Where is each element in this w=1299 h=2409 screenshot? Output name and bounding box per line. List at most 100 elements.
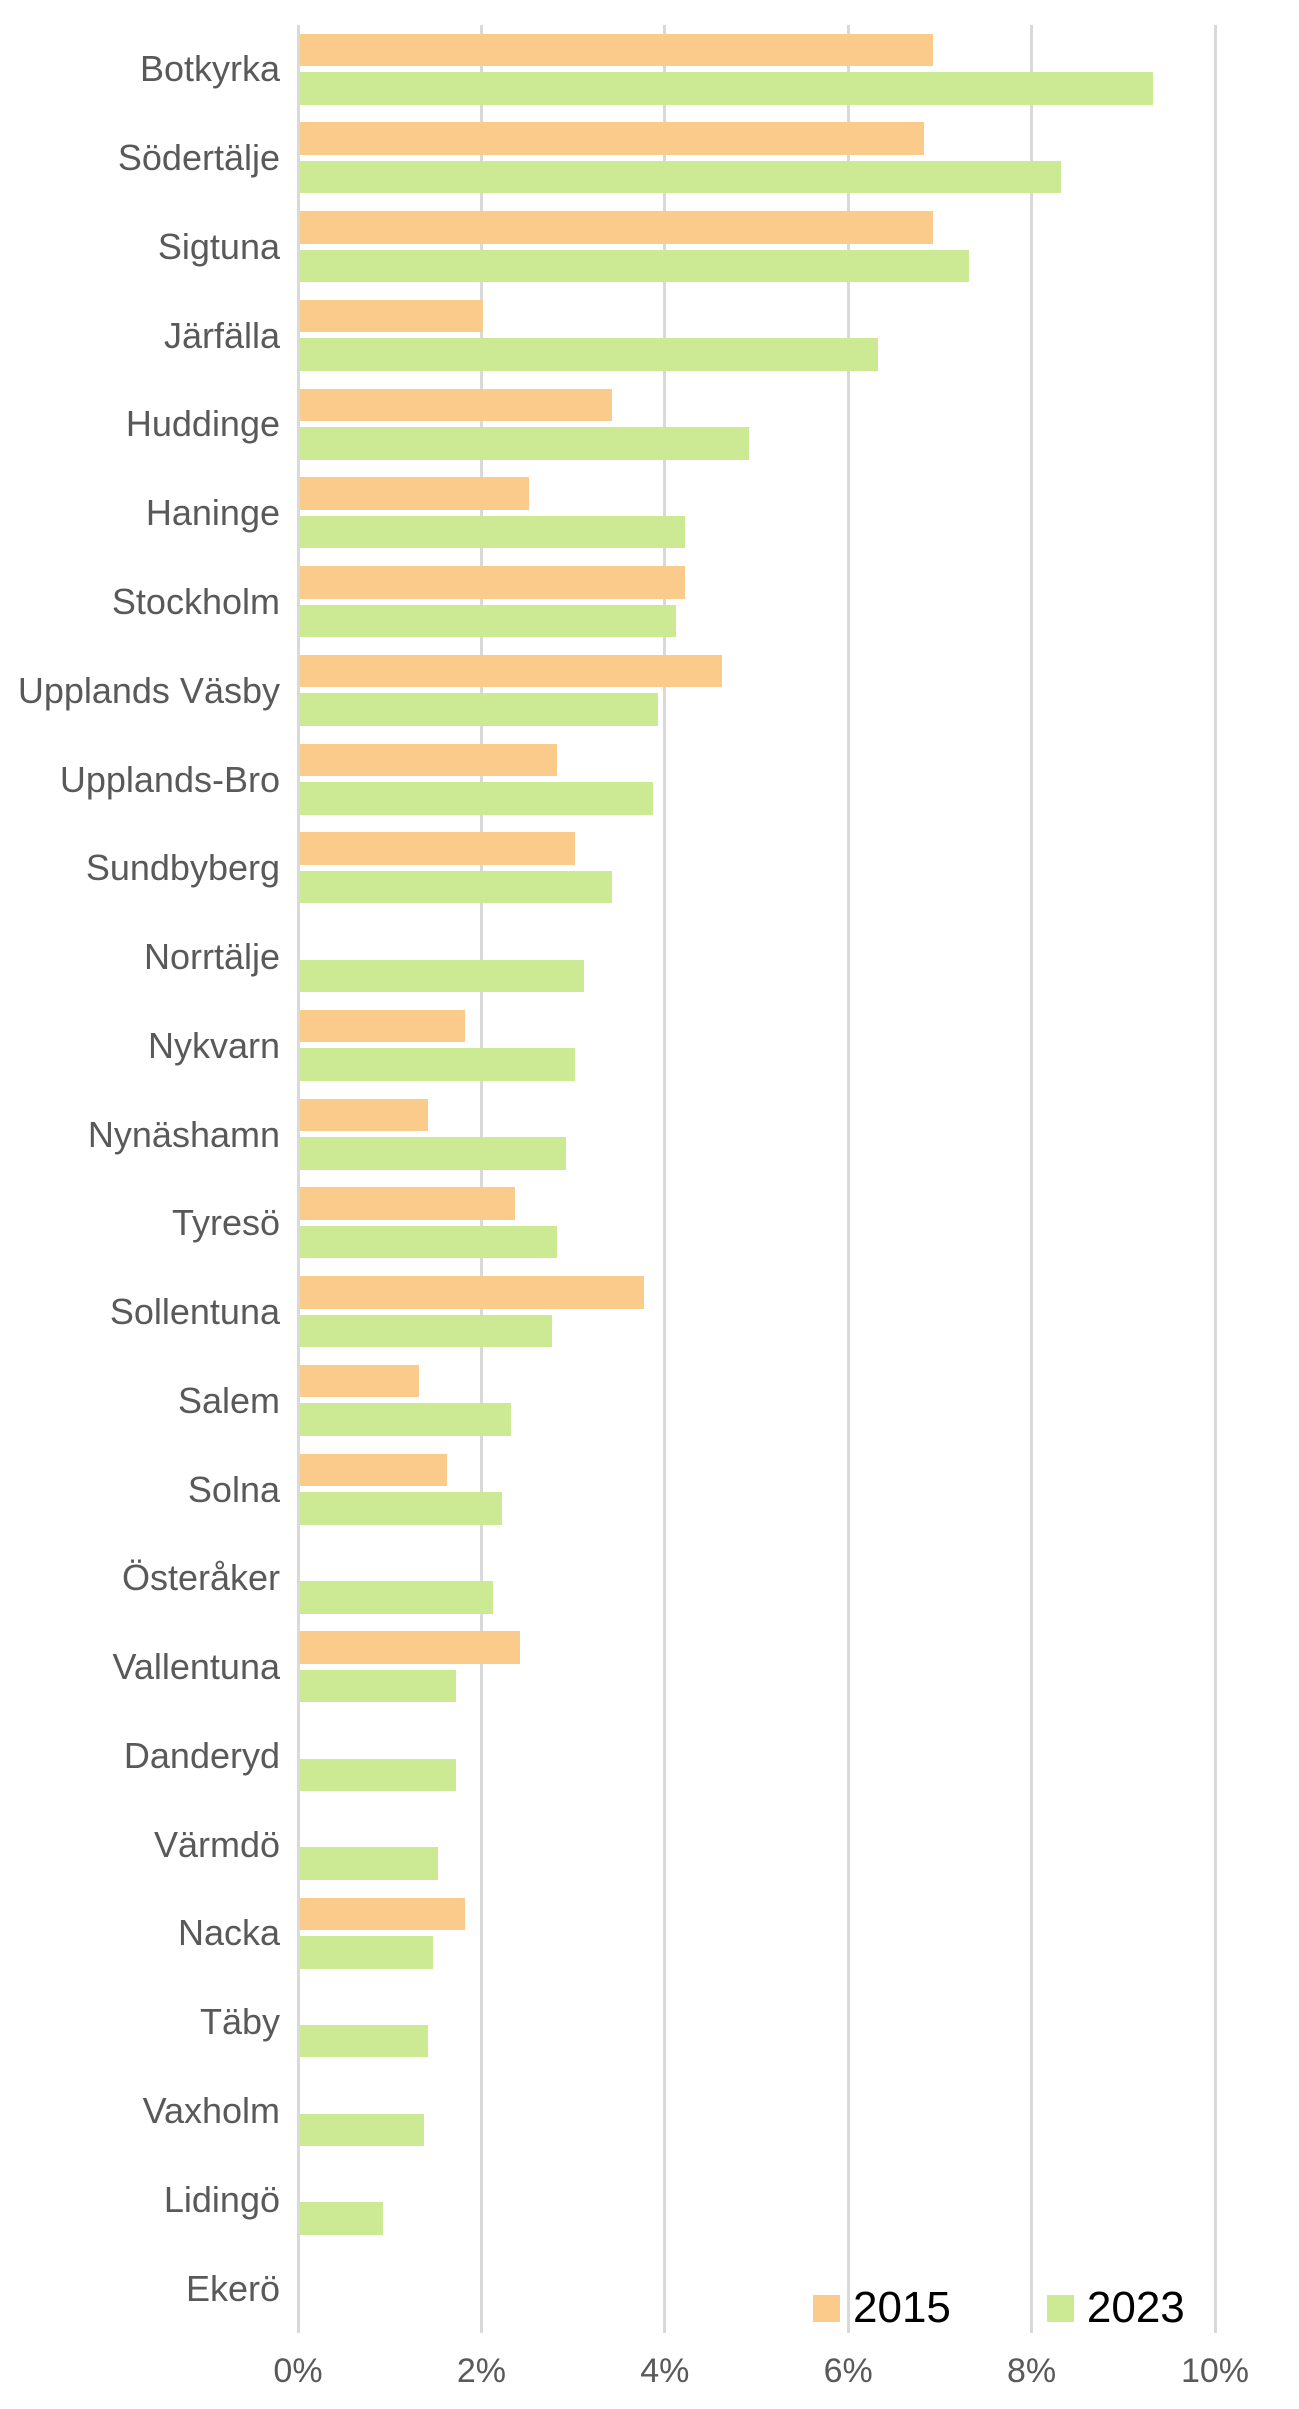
legend-item-2023: 2023 — [1046, 2286, 1185, 2330]
bar-2015 — [300, 654, 722, 688]
bar-2015 — [300, 1009, 466, 1043]
category-label: Södertälje — [117, 137, 280, 179]
gridline — [663, 25, 667, 2333]
bar-group — [300, 2067, 1217, 2156]
category-label: Haninge — [145, 492, 280, 534]
chart-row: Järfälla — [0, 291, 1299, 380]
bar-2023 — [300, 2202, 383, 2235]
bar-group — [300, 469, 1217, 558]
bar-group — [300, 291, 1217, 380]
category-label: Solna — [187, 1468, 280, 1510]
x-tick-label: 0% — [273, 2352, 323, 2390]
bar-2015 — [300, 211, 933, 244]
bar-group — [300, 1534, 1217, 1623]
x-tick-label: 2% — [456, 2352, 506, 2390]
category-label: Sigtuna — [157, 225, 280, 267]
x-tick-label: 8% — [1007, 2352, 1057, 2390]
bar-2015 — [300, 388, 612, 422]
category-label: Sollentuna — [109, 1291, 280, 1333]
bar-2015 — [300, 299, 484, 333]
bar-group — [300, 1001, 1217, 1090]
chart-row: Ekerö — [0, 2244, 1299, 2333]
bar-2015 — [300, 1631, 521, 1664]
bar-group — [300, 646, 1217, 735]
bar-2023 — [300, 1314, 553, 1348]
bar-2023 — [300, 1847, 438, 1880]
category-label: Nacka — [177, 1912, 280, 1954]
bar-2023 — [300, 1936, 433, 1969]
category-label: Österåker — [121, 1557, 280, 1599]
bar-2015 — [300, 1897, 466, 1931]
legend-item-2015: 2015 — [813, 2286, 951, 2330]
chart-row: Nacka — [0, 1889, 1299, 1978]
bar-2015 — [300, 743, 557, 777]
bar-2023 — [300, 1048, 576, 1081]
category-label: Salem — [177, 1379, 280, 1421]
gridline — [1030, 25, 1034, 2333]
chart-row: Sigtuna — [0, 203, 1299, 292]
legend-swatch-2023 — [1046, 2294, 1074, 2322]
bar-2023 — [300, 604, 676, 638]
bar-2023 — [300, 870, 612, 904]
bar-group — [300, 1800, 1217, 1889]
bar-2023 — [300, 1225, 557, 1259]
bar-group — [300, 380, 1217, 469]
bar-2023 — [300, 1669, 456, 1703]
bar-2023 — [300, 1137, 566, 1170]
gridline — [479, 25, 483, 2333]
bar-group — [300, 114, 1217, 203]
chart-row: Vallentuna — [0, 1623, 1299, 1712]
category-label: Ekerö — [185, 2267, 280, 2309]
x-tick-label: 10% — [1180, 2352, 1250, 2390]
category-label: Nykvarn — [147, 1024, 280, 1066]
chart-row: Huddinge — [0, 380, 1299, 469]
bar-2023 — [300, 1492, 502, 1525]
chart-row: Vaxholm — [0, 2067, 1299, 2156]
bar-group — [300, 735, 1217, 824]
chart-row: Värmdö — [0, 1800, 1299, 1889]
category-label: Lidingö — [163, 2178, 280, 2220]
chart-row: Täby — [0, 1978, 1299, 2067]
chart-row: Upplands Väsby — [0, 646, 1299, 735]
bar-2015 — [300, 477, 530, 510]
bar-2023 — [300, 249, 970, 283]
x-tick-label: 4% — [640, 2352, 690, 2390]
legend-swatch-2015 — [813, 2294, 840, 2322]
category-label: Danderyd — [123, 1734, 280, 1776]
category-label: Vaxholm — [142, 2089, 280, 2131]
bar-2015 — [300, 122, 924, 155]
category-label: Botkyrka — [139, 48, 280, 90]
bar-group — [300, 25, 1217, 114]
chart-row: Österåker — [0, 1534, 1299, 1623]
bar-group — [300, 203, 1217, 292]
bar-2023 — [300, 427, 750, 460]
chart-row: Botkyrka — [0, 25, 1299, 114]
gridline — [296, 25, 300, 2333]
bar-2023 — [300, 2113, 424, 2147]
bar-group — [300, 1978, 1217, 2067]
bar-group — [300, 1268, 1217, 1357]
bar-2023 — [300, 1758, 456, 1792]
category-label: Upplands-Bro — [59, 758, 280, 800]
bar-2023 — [300, 1581, 493, 1614]
bar-2023 — [300, 693, 658, 726]
bar-group — [300, 1623, 1217, 1712]
category-label: Vallentuna — [112, 1646, 280, 1688]
bar-2015 — [300, 1364, 420, 1398]
category-label: Huddinge — [125, 403, 280, 445]
legend: 2015 2023 — [813, 2286, 1185, 2330]
category-label: Värmdö — [153, 1823, 280, 1865]
chart-row: Solna — [0, 1445, 1299, 1534]
category-label: Järfälla — [163, 314, 280, 356]
bar-2015 — [300, 832, 576, 865]
chart-row: Norrtälje — [0, 913, 1299, 1002]
bar-2023 — [300, 2024, 429, 2058]
bar-group — [300, 558, 1217, 647]
x-tick-label: 6% — [823, 2352, 873, 2390]
legend-label-2015: 2015 — [853, 2283, 951, 2332]
chart-row: Stockholm — [0, 558, 1299, 647]
bar-2023 — [300, 515, 686, 549]
category-label: Upplands Väsby — [17, 669, 280, 711]
category-label: Sundbyberg — [85, 847, 280, 889]
x-axis: 0% 2% 4% 6% 8% 10% — [273, 2352, 1249, 2402]
